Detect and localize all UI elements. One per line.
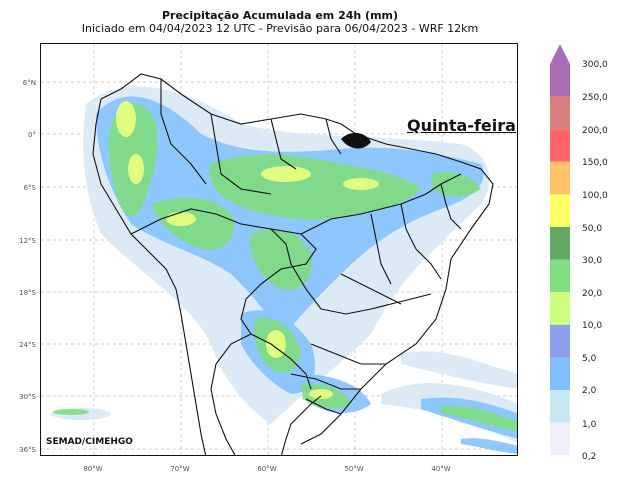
map-subtitle: Iniciado em 04/04/2023 12 UTC - Previsão… [81,22,479,35]
legend-label-5: 5,0 [582,354,597,364]
legend-label-300: 300,0 [582,60,608,70]
legend-label-100: 100,0 [582,191,608,201]
precip-colorbar [550,44,570,456]
lon-label-50w: 50°W [344,465,364,473]
precip-heavy-layer [53,103,517,432]
lat-label-6n: 6°N [22,79,36,87]
colorbar-cell [550,259,570,293]
precip-intense-layer [116,101,379,399]
map-title: Precipitação Acumulada em 24h (mm) [161,9,399,22]
lat-label-24s: 24°S [19,341,36,349]
colorbar-cell [550,64,570,97]
legend-label-0-2: 0,2 [582,452,597,462]
precipitation-map [40,43,518,456]
colorbar-arrow [550,44,570,64]
lat-label-6s: 6°S [23,184,36,192]
lat-label-18s: 18°S [19,289,36,297]
lat-label-12s: 12°S [19,237,36,245]
lon-label-70w: 70°W [170,465,190,473]
colorbar-cell [550,357,570,390]
colorbar-cell [550,390,570,423]
legend-label-250: 250,0 [582,93,608,103]
colorbar-cell [550,129,570,162]
marajo-island [341,132,371,149]
legend-label-1: 1,0 [582,420,597,430]
colorbar-cell [550,194,570,227]
credit-label: SEMAD/CIMEHGO [46,437,133,447]
map-canvas [41,44,517,455]
colorbar-cell [550,422,570,456]
forecast-day-label: Quinta-feira [407,116,516,135]
legend-label-30: 30,0 [582,256,603,266]
lat-label-36s: 36°S [19,446,36,454]
legend-label-50: 50,0 [582,224,603,234]
legend-label-10: 10,0 [582,321,603,331]
legend-label-200: 200,0 [582,126,608,136]
legend-label-150: 150,0 [582,158,608,168]
colorbar-cell [550,161,570,195]
lat-label-30s: 30°S [19,393,36,401]
country-borders [92,73,494,455]
legend-label-20: 20,0 [582,289,603,299]
colorbar-cell [550,292,570,325]
legend-label-2: 2,0 [582,386,597,396]
colorbar-cell [550,96,570,130]
lon-label-80w: 80°W [83,465,103,473]
lat-label-0: 0° [28,131,36,139]
lon-label-40w: 40°W [431,465,451,473]
lon-label-60w: 60°W [257,465,277,473]
colorbar-cell [550,324,570,358]
colorbar-cell [550,227,570,260]
